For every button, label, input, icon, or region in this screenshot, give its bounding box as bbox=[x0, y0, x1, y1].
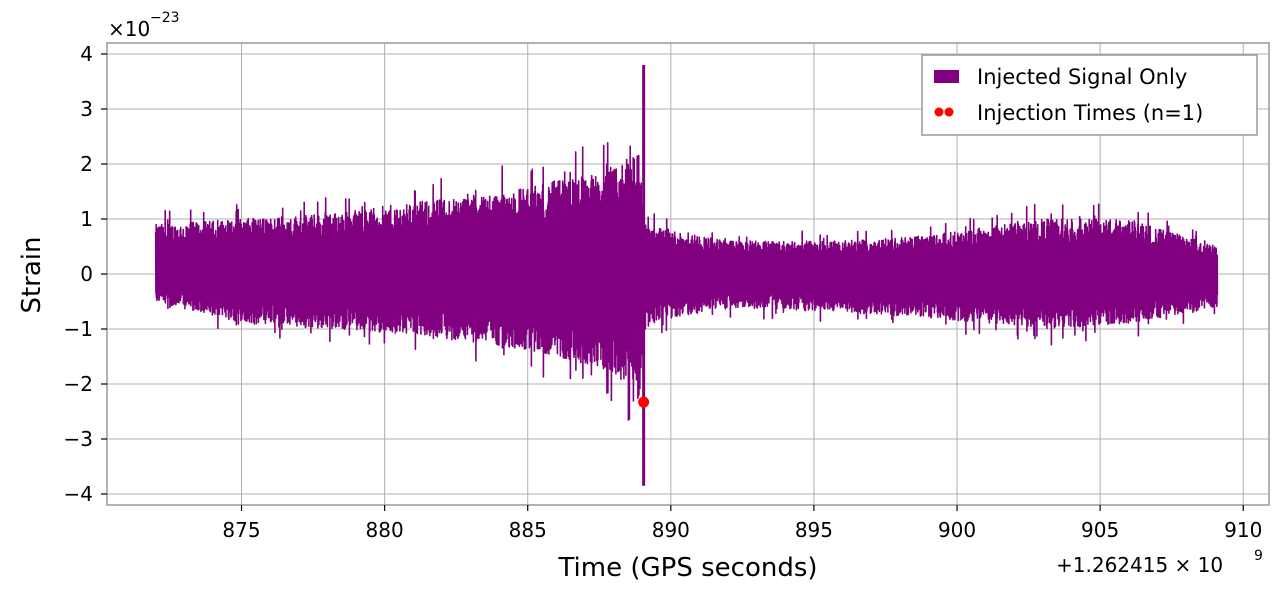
x-offset-exponent: 9 bbox=[1254, 548, 1263, 564]
x-tick-label: 875 bbox=[222, 518, 260, 542]
legend-marker-injection-1 bbox=[934, 107, 944, 117]
legend-label-signal: Injected Signal Only bbox=[977, 65, 1187, 89]
x-axis-label: Time (GPS seconds) bbox=[557, 553, 817, 583]
y-tick-label: 0 bbox=[80, 262, 93, 286]
legend: Injected Signal Only Injection Times (n=… bbox=[921, 54, 1258, 136]
y-tick-label: 1 bbox=[80, 207, 93, 231]
y-scale-text: ×10 bbox=[108, 17, 150, 41]
x-offset-text: +1.262415 × 10 bbox=[1056, 553, 1223, 577]
y-scale-exponent: −23 bbox=[150, 10, 180, 26]
y-tick-label: −4 bbox=[64, 482, 93, 506]
legend-swatch-signal bbox=[934, 70, 959, 83]
y-tick-label: 3 bbox=[80, 97, 93, 121]
x-tick-label: 910 bbox=[1224, 518, 1262, 542]
y-tick-label: 4 bbox=[80, 42, 93, 66]
y-tick-label: 2 bbox=[80, 152, 93, 176]
y-tick-label: −2 bbox=[64, 372, 93, 396]
plot-area bbox=[154, 65, 1219, 486]
y-axis-label: Strain bbox=[17, 236, 47, 313]
legend-marker-injection-2 bbox=[944, 107, 954, 117]
x-tick-label: 895 bbox=[795, 518, 833, 542]
signal-trace bbox=[154, 142, 1219, 421]
y-tick-label: −3 bbox=[64, 427, 93, 451]
y-scale-factor: ×10 −23 bbox=[108, 10, 180, 41]
axis-ticks: 875 880 885 890 895 900 905 910 −4 −3 −2 −1 0 1 2 3 4 bbox=[64, 42, 1263, 542]
x-tick-label: 890 bbox=[652, 518, 690, 542]
x-tick-label: 900 bbox=[938, 518, 976, 542]
x-offset: +1.262415 × 10 9 bbox=[1056, 548, 1263, 577]
legend-label-injection: Injection Times (n=1) bbox=[977, 101, 1203, 125]
x-tick-label: 905 bbox=[1081, 518, 1119, 542]
x-tick-label: 885 bbox=[509, 518, 547, 542]
x-tick-label: 880 bbox=[366, 518, 404, 542]
y-tick-label: −1 bbox=[64, 317, 93, 341]
injection-point bbox=[638, 396, 650, 408]
legend-box bbox=[921, 54, 1258, 136]
